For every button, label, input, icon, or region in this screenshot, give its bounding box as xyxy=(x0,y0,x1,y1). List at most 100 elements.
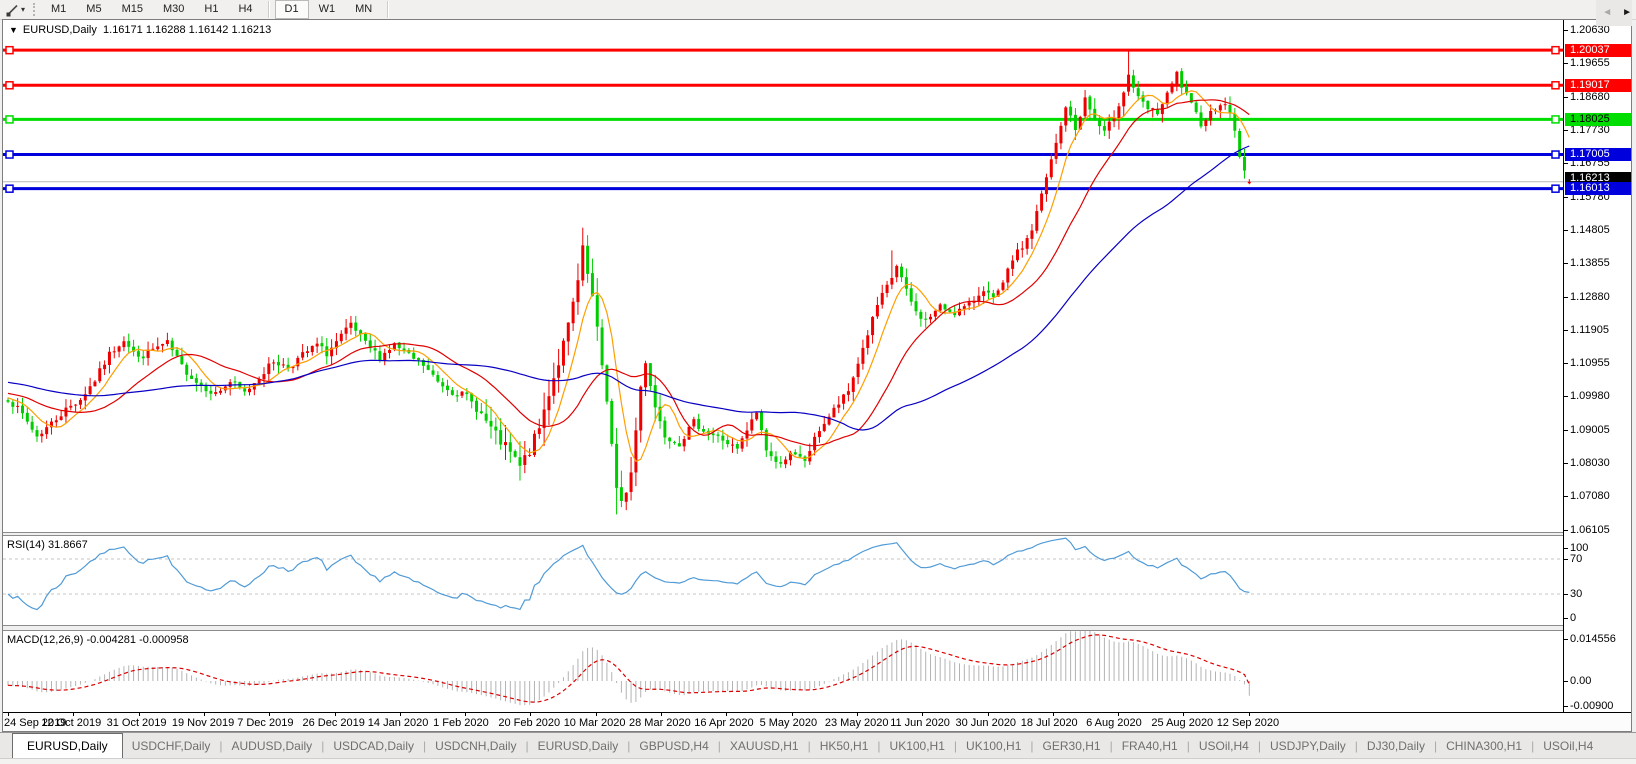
moving-average-20 xyxy=(7,99,1250,447)
level-price-tag-1.18025: 1.18025 xyxy=(1565,112,1631,126)
chart-tab-USDJPY,Daily-14[interactable]: USDJPY,Daily xyxy=(1269,738,1346,753)
tab-scroll-right-icon[interactable]: ► xyxy=(1622,7,1632,18)
date-label-8: 20 Feb 2020 xyxy=(498,717,561,729)
tab-separator: | xyxy=(423,738,427,753)
timeframe-button-M15[interactable]: M15 xyxy=(121,3,143,15)
tab-separator: | xyxy=(525,738,529,753)
price-tick-1.13855: 1.13855 xyxy=(1570,256,1610,269)
macd-panel xyxy=(7,631,1250,706)
chart-tab-USOil,H4-13[interactable]: USOil,H4 xyxy=(1198,738,1249,753)
date-label-4: 7 Dec 2019 xyxy=(237,717,294,729)
chart-tab-UK100,H1-10[interactable]: UK100,H1 xyxy=(966,738,1022,753)
chart-tab-USOil,H4-17[interactable]: USOil,H4 xyxy=(1543,738,1594,753)
date-tick xyxy=(399,712,401,716)
date-label-5: 26 Dec 2019 xyxy=(302,717,365,729)
moving-average-7 xyxy=(7,90,1250,463)
hline-handle-1.20037[interactable] xyxy=(5,45,14,55)
axis-tick xyxy=(1563,63,1568,65)
level-price-tag-1.20037: 1.20037 xyxy=(1565,43,1631,57)
timeframe-button-H1[interactable]: H1 xyxy=(204,3,219,15)
price-tick-1.09005: 1.09005 xyxy=(1570,423,1610,436)
date-label-2: 31 Oct 2019 xyxy=(106,717,167,729)
chart-tab-USDCHF,Daily-1[interactable]: USDCHF,Daily xyxy=(131,738,211,753)
toolbar-separator xyxy=(387,1,390,18)
price-tick-1.08030: 1.08030 xyxy=(1570,457,1610,470)
date-label-18: 25 Aug 2020 xyxy=(1151,717,1214,729)
date-label-19: 12 Sep 2020 xyxy=(1216,717,1280,729)
axis-tick xyxy=(1563,163,1568,165)
chart-collapse-icon[interactable]: ▼ xyxy=(9,25,18,35)
chart-tab-FRA40,H1-12[interactable]: FRA40,H1 xyxy=(1121,738,1178,753)
hline-handle-1.19017[interactable] xyxy=(5,81,14,90)
chart-tab-HK50,H1-8[interactable]: HK50,H1 xyxy=(819,738,869,753)
date-label-7: 1 Feb 2020 xyxy=(433,717,489,729)
timeframe-button-D1[interactable]: D1 xyxy=(274,0,309,19)
date-label-17: 6 Aug 2020 xyxy=(1086,717,1142,729)
axis-tick xyxy=(1563,529,1568,531)
chart-tab-USDCAD,Daily-3[interactable]: USDCAD,Daily xyxy=(333,738,414,753)
price-tick-1.19655: 1.19655 xyxy=(1570,57,1610,70)
date-tick xyxy=(1118,712,1120,716)
timeframe-button-H4[interactable]: H4 xyxy=(238,3,253,15)
chart-tab-USDCNH,Daily-4[interactable]: USDCNH,Daily xyxy=(435,738,517,753)
axis-tick xyxy=(1563,296,1568,298)
tab-scroll-arrows: ◄ ► xyxy=(1596,0,1632,26)
date-label-10: 28 Mar 2020 xyxy=(629,717,691,729)
hline-handle-1.19017[interactable] xyxy=(1551,81,1560,90)
toolbar-separator xyxy=(267,1,270,18)
timeframe-button-M5[interactable]: M5 xyxy=(86,3,102,15)
price-tick-1.07080: 1.07080 xyxy=(1570,490,1610,503)
axis-tick xyxy=(1563,706,1568,707)
timeframe-button-W1[interactable]: W1 xyxy=(318,3,336,15)
chart-tab-EURUSD,Daily-5[interactable]: EURUSD,Daily xyxy=(537,738,619,753)
chart-tab-AUDUSD,Daily-2[interactable]: AUDUSD,Daily xyxy=(231,738,313,753)
hline-handle-1.18025[interactable] xyxy=(1551,115,1560,124)
hline-handle-1.18025[interactable] xyxy=(5,115,14,124)
date-label-1: 12 Oct 2019 xyxy=(41,717,102,729)
rsi-axis-100: 100 xyxy=(1570,542,1589,554)
chart-canvas[interactable] xyxy=(3,20,1563,712)
date-tick xyxy=(791,712,793,716)
chart-tab-GBPUSD,H4-6[interactable]: GBPUSD,H4 xyxy=(639,738,709,753)
timeframe-button-MN[interactable]: MN xyxy=(355,3,373,15)
price-tick-1.06105: 1.06105 xyxy=(1570,523,1610,536)
chart-tab-XAUUSD,H1-7[interactable]: XAUUSD,H1 xyxy=(729,738,799,753)
macd-title: MACD(12,26,9) -0.004281 -0.000958 xyxy=(7,634,189,646)
chart-tab-CHINA300,H1-16[interactable]: CHINA300,H1 xyxy=(1446,738,1523,753)
date-axis xyxy=(3,712,1631,731)
toolbar-grip[interactable] xyxy=(33,3,36,16)
moving-average-55 xyxy=(7,145,1250,431)
chart-title: ▼ EURUSD,Daily 1.16171 1.16288 1.16142 1.… xyxy=(9,24,271,36)
price-tick-1.09980: 1.09980 xyxy=(1570,390,1610,403)
rsi-line xyxy=(7,537,1250,611)
axis-tick xyxy=(1563,396,1568,398)
chart-tab-UK100,H1-9[interactable]: UK100,H1 xyxy=(889,738,945,753)
chart-tab-GER30,H1-11[interactable]: GER30,H1 xyxy=(1042,738,1101,753)
hline-handle-1.16013[interactable] xyxy=(5,184,14,193)
level-price-tag-1.17005: 1.17005 xyxy=(1565,148,1631,162)
date-tick xyxy=(138,712,140,716)
tab-separator: | xyxy=(219,738,223,753)
price-tick-1.11905: 1.11905 xyxy=(1570,324,1609,337)
candles xyxy=(6,50,1251,515)
draw-cursor-icon[interactable] xyxy=(4,2,20,17)
price-tick-1.20630: 1.20630 xyxy=(1570,23,1610,36)
price-tick-1.17730: 1.17730 xyxy=(1570,123,1610,136)
date-tick xyxy=(530,712,532,716)
rsi-title: RSI(14) 31.8667 xyxy=(7,539,88,551)
tab-separator: | xyxy=(953,738,958,753)
hline-handle-1.16013[interactable] xyxy=(1551,184,1560,193)
draw-cursor-dropdown-icon[interactable]: ▾ xyxy=(21,5,26,14)
price-axis-line xyxy=(1563,20,1564,712)
chart-tab-active-EURUSD,Daily[interactable]: EURUSD,Daily xyxy=(12,733,123,758)
chart-tab-DJ30,Daily-15[interactable]: DJ30,Daily xyxy=(1366,738,1425,753)
level-price-tag-1.19017: 1.19017 xyxy=(1565,78,1631,92)
hline-handle-1.17005[interactable] xyxy=(5,150,14,159)
timeframe-button-M30[interactable]: M30 xyxy=(162,3,185,15)
tab-scroll-left-icon[interactable]: ◄ xyxy=(1602,7,1613,18)
hline-handle-1.20037[interactable] xyxy=(1551,45,1560,55)
hline-handle-1.17005[interactable] xyxy=(1551,150,1560,159)
date-tick xyxy=(334,712,336,716)
timeframe-button-M1[interactable]: M1 xyxy=(51,3,67,15)
